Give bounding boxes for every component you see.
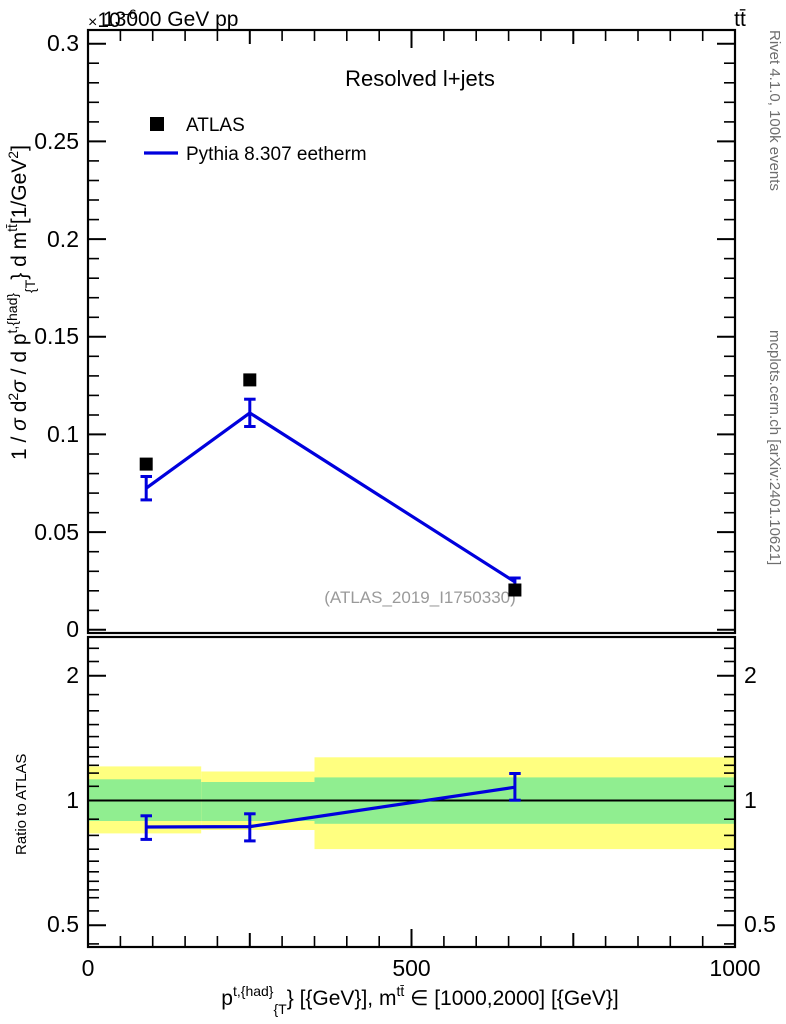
ratio-y-tick-label-0.5-right: 0.5 (744, 911, 776, 937)
y-tick-label-0.2: 0.2 (47, 226, 79, 252)
data-point-3 (508, 583, 522, 597)
x-axis-label: pt,{had}{T} [{GeV}], mtt̄ ∈ [1000,2000] … (221, 983, 618, 1017)
ratio-y-tick-label-1-right: 1 (744, 787, 757, 813)
y-axis-label: 1 / σ d2σ / d pt,{had}{T} d mtt̄[1/GeV2] (4, 145, 38, 460)
ratio-error-bars (140, 772, 521, 843)
mc-curve-pythia (145, 410, 516, 584)
data-point-1 (139, 457, 153, 471)
mc-error-bars (140, 397, 521, 588)
main-y-ticks: 0.3 0.25 0.2 0.15 0.1 0.05 0 (34, 30, 735, 642)
process-label: tt̄ (734, 8, 746, 31)
beam-label: 13000 GeV pp (103, 8, 238, 31)
exponent-power: −6 (121, 6, 137, 22)
main-x-ticks (87, 30, 736, 48)
ratio-y-minor-ticks (88, 647, 735, 945)
legend: ATLAS Pythia 8.307 eetherm (144, 115, 367, 165)
y-tick-label-0.05: 0.05 (34, 519, 79, 545)
exponent-label: ×10−6 (88, 6, 137, 32)
ratio-y-ticks: 2 2 1 1 0.5 0.5 (47, 662, 776, 937)
legend-label-atlas: ATLAS (186, 115, 245, 136)
ratio-y-tick-label-2-left: 2 (66, 662, 79, 688)
mcplots-credit: mcplots.cern.ch [arXiv:2401.10621] (766, 330, 783, 565)
y-tick-label-0.3: 0.3 (47, 30, 79, 56)
analysis-watermark: (ATLAS_2019_I1750330) (324, 588, 516, 607)
ratio-axis-label: Ratio to ATLAS (13, 754, 30, 855)
y-tick-label-0: 0 (66, 616, 79, 642)
data-point-2 (243, 373, 257, 387)
x-tick-label-0: 0 (82, 955, 95, 981)
data-points-atlas (139, 373, 522, 597)
ratio-y-tick-label-2-right: 2 (744, 662, 757, 688)
x-tick-label-500: 500 (392, 955, 430, 981)
y-tick-label-0.1: 0.1 (47, 421, 79, 447)
ratio-x-ticks (87, 929, 736, 947)
y-tick-label-0.25: 0.25 (34, 128, 79, 154)
main-y-minor-ticks (88, 62, 735, 612)
rivet-credit: Rivet 4.1.0, 100k events (766, 30, 783, 191)
plot-title: Resolved l+jets (345, 66, 495, 91)
x-tick-label-1000: 1000 (709, 955, 760, 981)
y-tick-label-0.15: 0.15 (34, 323, 79, 349)
legend-marker-atlas (150, 117, 164, 131)
ratio-y-tick-label-1-left: 1 (66, 787, 79, 813)
legend-label-pythia: Pythia 8.307 eetherm (186, 144, 367, 165)
ratio-y-tick-label-0.5-left: 0.5 (47, 911, 79, 937)
